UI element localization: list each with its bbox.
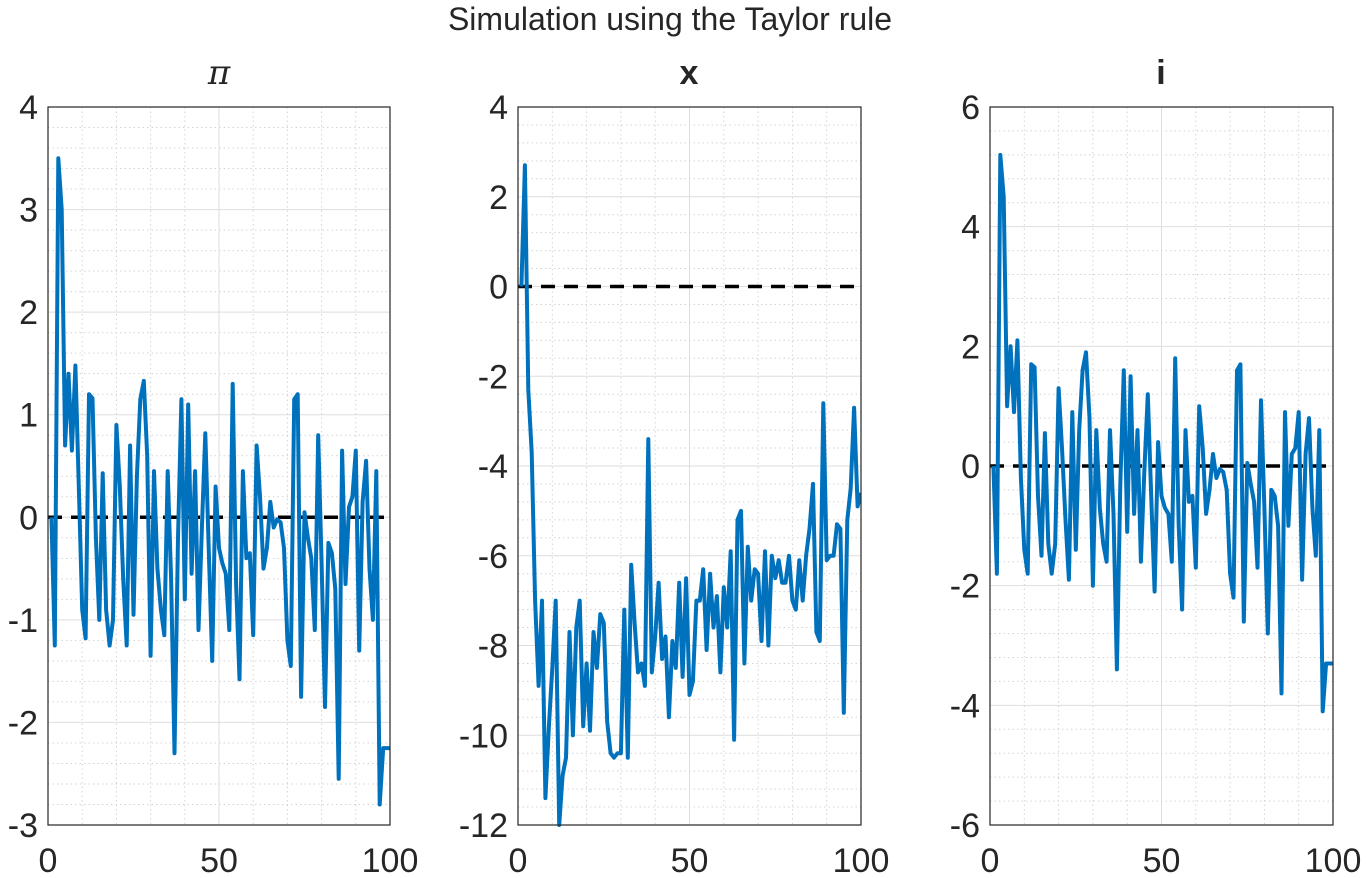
y-tick-label: 0 [19,499,38,537]
axes-box-pi [47,106,391,826]
x-tick-label: 0 [39,842,58,878]
panel-title-x: x [680,54,699,92]
subplot-x: 0 50 100 -12 -10 -8 -6 -4 -2 0 2 4 x [459,54,890,878]
y-tick-label: -2 [8,704,38,742]
y-tick-label: 3 [19,192,38,230]
y-tick-label: -6 [950,807,980,845]
y-tick-label: -2 [950,568,980,606]
series-line-pi [49,156,390,807]
y-tick-label: 4 [961,209,980,247]
x-tick-label: 100 [1305,842,1362,878]
x-tick-label: 100 [362,842,419,878]
y-tick-label: 0 [961,448,980,486]
y-tick-label: -6 [478,538,508,576]
axes-box-i [989,106,1334,826]
panel-title-pi: π [207,53,231,93]
y-tick-label: 2 [19,294,38,332]
subplot-pi: 0 50 100 -3 -2 -1 0 1 2 3 4 π [8,53,419,878]
y-tick-label: 0 [489,269,508,307]
y-tick-label: -10 [459,717,508,755]
figure-title: Simulation using the Taylor rule [448,1,892,37]
x-tick-label: 0 [981,842,1000,878]
subplot-i: 0 50 100 -6 -4 -2 0 2 4 6 i [950,54,1362,878]
panel-title-i: i [1156,54,1165,92]
x-tick-label: 50 [200,842,238,878]
y-tick-label: 4 [489,89,508,127]
y-tick-label: -2 [478,358,508,396]
y-tick-label: -4 [478,448,508,486]
series-line-x [519,163,861,827]
y-tick-label: 2 [489,179,508,217]
y-tick-label: -8 [478,628,508,666]
y-tick-label: -4 [950,687,980,725]
y-tick-label: 2 [961,328,980,366]
x-tick-label: 50 [1143,842,1181,878]
x-tick-label: 100 [833,842,890,878]
x-tick-label: 50 [671,842,709,878]
y-tick-label: 4 [19,89,38,127]
x-tick-label: 0 [509,842,528,878]
axes-box-x [517,106,862,826]
y-tick-label: -1 [8,602,38,640]
series-line-i [991,152,1333,714]
y-tick-label: -12 [459,807,508,845]
y-tick-label: -3 [8,807,38,845]
y-tick-label: 1 [19,397,38,435]
y-tick-label: 6 [961,89,980,127]
